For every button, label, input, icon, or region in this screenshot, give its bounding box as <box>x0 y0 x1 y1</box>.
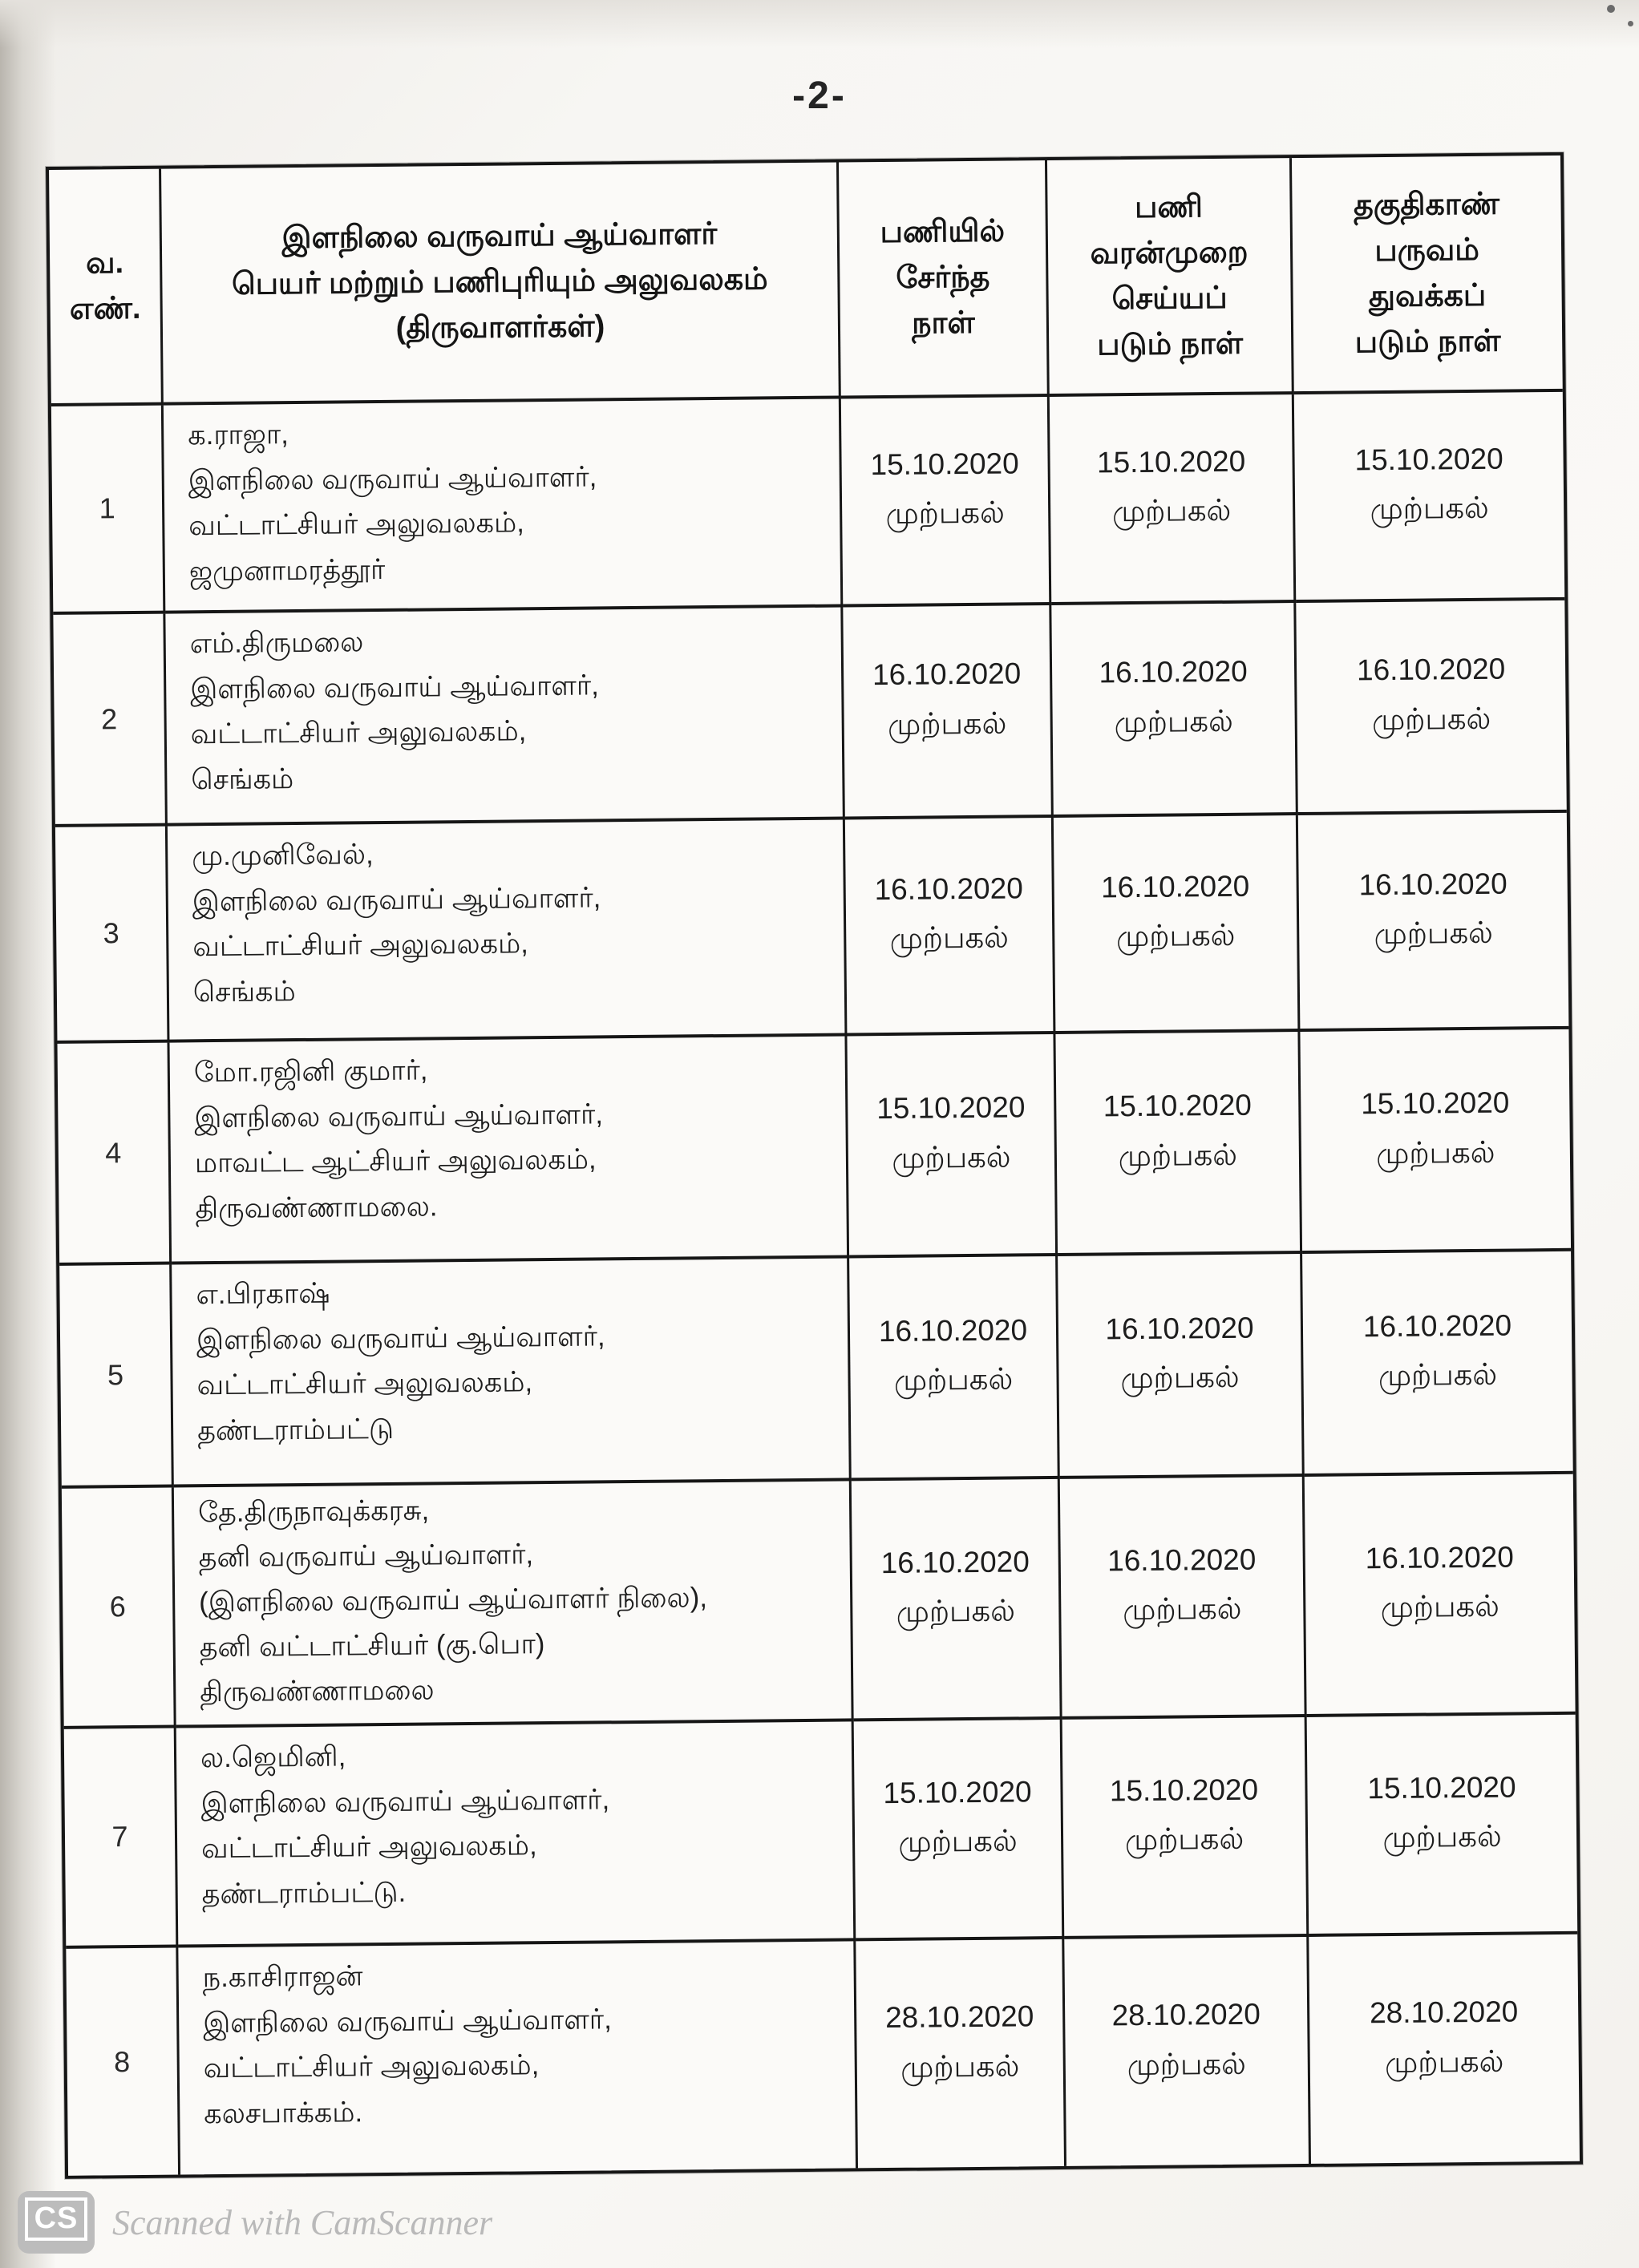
name-cell: தே.திருநாவுக்கரசு, தனி வருவாய் ஆய்வாளர்,… <box>173 1481 854 1728</box>
serial-cell: 6 <box>61 1487 176 1729</box>
header-date-regularized: பணி வரன்முறை செய்யப் படும் நாள் <box>1046 158 1294 397</box>
appointments-table: வ. எண். இளநிலை வருவாய் ஆய்வாளர் பெயர் மற… <box>46 152 1584 2179</box>
probation-date-cell: 15.10.2020 முற்பகல் <box>1293 391 1565 604</box>
name-cell: மு.முனிவேல், இளநிலை வருவாய் ஆய்வாளர், வட… <box>167 819 848 1043</box>
regularized-date-cell: 16.10.2020 முற்பகல் <box>1059 1477 1307 1720</box>
regularized-date-cell: 16.10.2020 முற்பகல் <box>1051 603 1298 818</box>
probation-date-cell: 16.10.2020 முற்பகல் <box>1297 812 1569 1033</box>
name-cell: எ.பிரகாஷ் இளநிலை வருவாய் ஆய்வாளர், வட்டா… <box>172 1258 852 1488</box>
probation-date-cell: 28.10.2020 முற்பகல் <box>1369 1995 1519 2079</box>
serial-cell: 2 <box>53 613 168 827</box>
regularized-date-cell: 28.10.2020 முற்பகல் <box>1064 1936 1311 2166</box>
camscanner-logo-icon: CS <box>18 2191 95 2254</box>
table-row: 5 எ.பிரகாஷ் இளநிலை வருவாய் ஆய்வாளர், வட்… <box>59 1251 1573 1489</box>
serial-cell: 1 <box>51 405 166 615</box>
header-date-joined: பணியில் சேர்ந்த நாள் <box>838 160 1050 399</box>
regularized-date-cell: 15.10.2020 முற்பகல் <box>1055 1032 1303 1256</box>
name-cell: க.ராஜா, இளநிலை வருவாய் ஆய்வாளர், வட்டாட்… <box>163 398 844 614</box>
joined-date-cell: 15.10.2020 முற்பகல் <box>853 1719 1065 1942</box>
probation-date-cell: 15.10.2020 முற்பகல் <box>1300 1029 1572 1255</box>
header-name-office: இளநிலை வருவாய் ஆய்வாளர் பெயர் மற்றும் பண… <box>161 162 841 406</box>
name-cell: மோ.ரஜினி குமார், இளநிலை வருவாய் ஆய்வாளர்… <box>169 1036 850 1265</box>
serial-cell: 4 <box>57 1042 172 1266</box>
table-row: 2 எம்.திருமலை இளநிலை வருவாய் ஆய்வாளர், வ… <box>53 600 1567 827</box>
table-header-row: வ. எண். இளநிலை வருவாய் ஆய்வாளர் பெயர் மற… <box>49 155 1563 406</box>
probation-date-cell: 16.10.2020 முற்பகல் <box>1302 1251 1573 1478</box>
regularized-date-cell: 16.10.2020 முற்பகல் <box>1053 815 1301 1034</box>
serial-cell: 5 <box>59 1264 174 1489</box>
serial-cell: 7 <box>63 1728 179 1949</box>
serial-cell: 3 <box>55 826 170 1044</box>
joined-date-cell: 16.10.2020 முற்பகல் <box>843 604 1054 820</box>
regularized-date-cell: 15.10.2020 முற்பகல் <box>1049 394 1297 605</box>
joined-date-cell: 16.10.2020 முற்பகல் <box>849 1255 1060 1482</box>
page-number: -2- <box>792 75 847 117</box>
name-cell: ந.காசிராஜன் இளநிலை வருவாய் ஆய்வாளர், வட்… <box>178 1941 859 2175</box>
camscanner-watermark: CS Scanned with CamScanner <box>18 2191 492 2254</box>
joined-date-cell: 15.10.2020 முற்பகல் <box>840 396 1052 608</box>
header-date-probation: தகுதிகாண் பருவம் துவக்கப் படும் நாள் <box>1291 155 1563 395</box>
joined-date-cell: 15.10.2020 முற்பகல் <box>847 1033 1058 1259</box>
scan-shadow-top <box>0 0 1639 48</box>
table-row: 1 க.ராஜா, இளநிலை வருவாய் ஆய்வாளர், வட்டா… <box>51 391 1565 615</box>
probation-date-cell: 15.10.2020 முற்பகல் <box>1306 1714 1578 1937</box>
joined-date-cell: 28.10.2020 முற்பகல் <box>856 1939 1066 2169</box>
name-cell: ல.ஜெமினி, இளநிலை வருவாய் ஆய்வாளர், வட்டா… <box>176 1721 856 1948</box>
table-row: 4 மோ.ரஜினி குமார், இளநிலை வருவாய் ஆய்வாள… <box>57 1029 1572 1266</box>
table-row: 7 ல.ஜெமினி, இளநிலை வருவாய் ஆய்வாளர், வட்… <box>63 1714 1578 1949</box>
ink-speck <box>1628 21 1633 26</box>
probation-date-cell: 16.10.2020 முற்பகல் <box>1296 600 1567 816</box>
ink-speck <box>1607 5 1615 13</box>
table-row: 6 தே.திருநாவுக்கரசு, தனி வருவாய் ஆய்வாளர… <box>61 1474 1576 1729</box>
header-serial: வ. எண். <box>49 168 164 406</box>
regularized-date-cell: 15.10.2020 முற்பகல் <box>1062 1716 1309 1939</box>
serial-cell: 8 <box>66 1947 181 2176</box>
camscanner-logo-text: CS <box>24 2197 88 2241</box>
regularized-date-cell: 16.10.2020 முற்பகல் <box>1058 1254 1305 1479</box>
joined-date-cell: 16.10.2020 முற்பகல் <box>851 1478 1062 1722</box>
probation-date-cell: 16.10.2020 முற்பகல் <box>1304 1474 1576 1717</box>
table-row: 3 மு.முனிவேல், இளநிலை வருவாய் ஆய்வாளர், … <box>55 812 1569 1044</box>
joined-date-cell: 16.10.2020 முற்பகல் <box>844 817 1056 1037</box>
watermark-text: Scanned with CamScanner <box>112 2202 493 2242</box>
name-cell: எம்.திருமலை இளநிலை வருவாய் ஆய்வாளர், வட்… <box>165 607 845 827</box>
table-row: 8 ந.காசிராஜன் இளநிலை வருவாய் ஆய்வாளர், வ… <box>66 1934 1580 2176</box>
